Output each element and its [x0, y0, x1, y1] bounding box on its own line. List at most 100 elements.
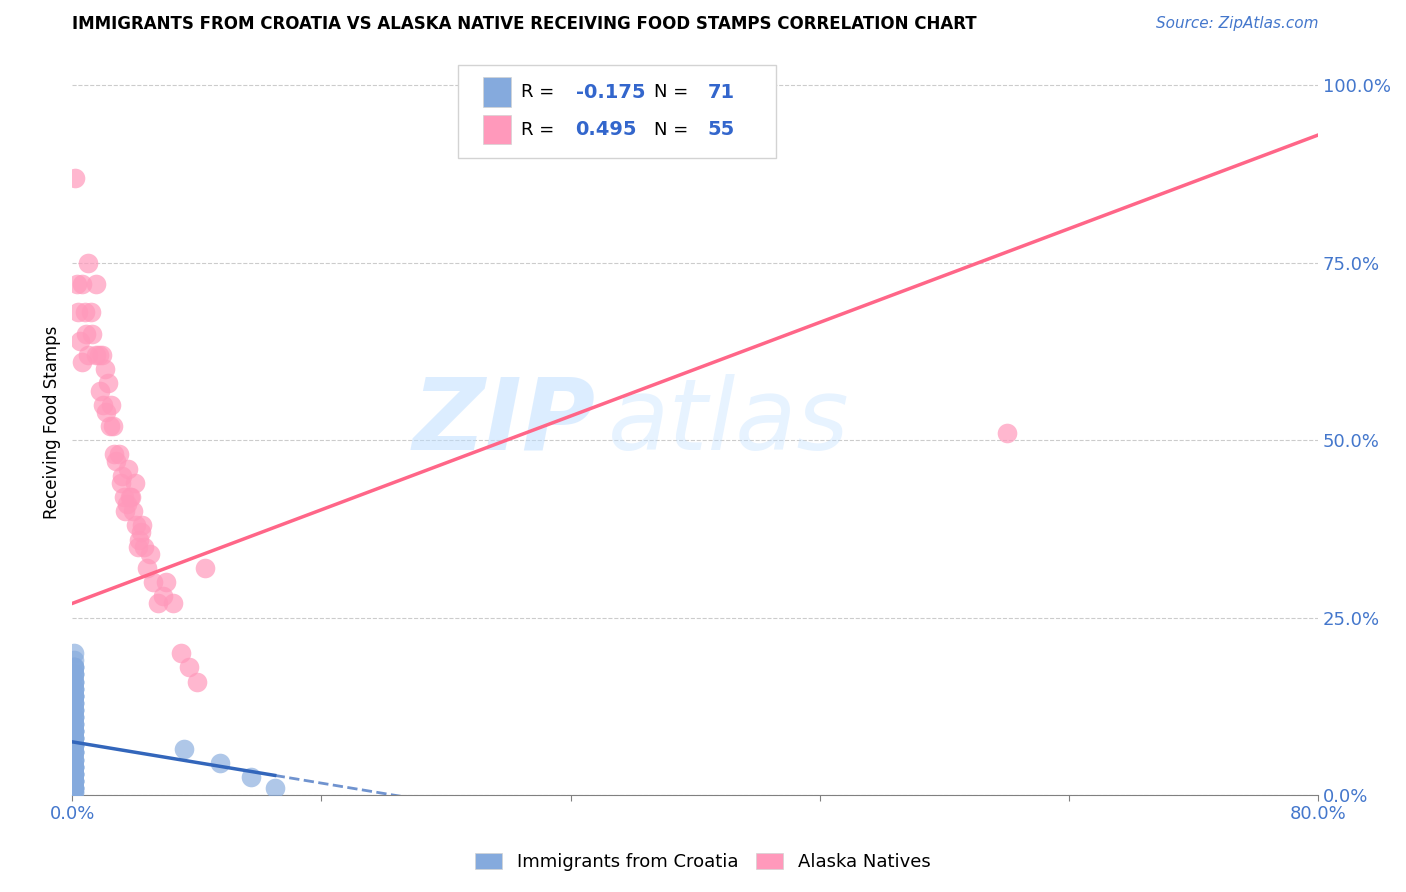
Point: [62, 717, 84, 731]
Point: [186, 674, 208, 689]
Point: [62, 739, 84, 753]
Point: [62, 780, 84, 795]
Point: [62, 703, 84, 717]
Text: Source: ZipAtlas.com: Source: ZipAtlas.com: [1156, 16, 1319, 31]
Text: N =: N =: [654, 83, 695, 102]
Point: [240, 770, 263, 784]
Point: [155, 575, 177, 590]
Point: [62, 731, 84, 746]
Point: [62, 681, 84, 696]
Point: [101, 419, 124, 434]
Point: [62, 739, 84, 753]
Point: [110, 475, 132, 490]
Point: [62, 696, 84, 710]
Point: [62, 660, 84, 674]
Point: [62, 731, 84, 746]
Point: [89, 384, 111, 398]
Point: [131, 518, 153, 533]
Point: [62, 739, 84, 753]
Point: [62, 766, 84, 780]
Point: [67, 305, 90, 319]
Text: R =: R =: [520, 120, 560, 138]
Y-axis label: Receiving Food Stamps: Receiving Food Stamps: [44, 326, 60, 519]
Point: [62, 759, 84, 773]
Point: [62, 667, 84, 681]
Point: [209, 756, 232, 771]
Point: [62, 681, 84, 696]
Point: [76, 256, 98, 270]
Point: [62, 773, 84, 788]
Point: [62, 667, 84, 681]
Point: [62, 780, 84, 795]
Point: [62, 689, 84, 703]
Text: ZIP: ZIP: [412, 374, 596, 471]
Point: [73, 305, 96, 319]
Point: [62, 710, 84, 724]
Point: [62, 780, 84, 795]
Point: [120, 490, 142, 504]
Text: 71: 71: [707, 83, 735, 102]
Point: [62, 784, 84, 798]
Point: [152, 590, 174, 604]
Point: [62, 689, 84, 703]
Point: [62, 653, 84, 667]
Point: [98, 419, 121, 434]
Point: [62, 773, 84, 788]
Point: [108, 447, 131, 461]
Point: [115, 497, 138, 511]
Point: [62, 773, 84, 788]
Point: [62, 674, 84, 689]
Point: [62, 731, 84, 746]
Point: [90, 348, 112, 362]
Point: [62, 766, 84, 780]
Point: [124, 475, 146, 490]
FancyBboxPatch shape: [484, 78, 510, 107]
Point: [170, 646, 193, 660]
Point: [62, 746, 84, 760]
FancyBboxPatch shape: [458, 65, 776, 158]
Text: N =: N =: [654, 120, 695, 138]
Point: [62, 667, 84, 681]
Point: [128, 533, 150, 547]
Point: [62, 703, 84, 717]
Text: -0.175: -0.175: [575, 83, 645, 102]
Point: [62, 780, 84, 795]
Point: [69, 334, 91, 348]
Point: [96, 405, 118, 419]
Point: [76, 348, 98, 362]
Point: [62, 660, 84, 674]
Point: [82, 326, 104, 341]
Point: [62, 717, 84, 731]
Point: [62, 674, 84, 689]
Point: [995, 426, 1018, 441]
Point: [62, 746, 84, 760]
Point: [62, 766, 84, 780]
Point: [66, 277, 89, 291]
Point: [62, 766, 84, 780]
Point: [62, 753, 84, 767]
Point: [62, 753, 84, 767]
Point: [65, 170, 87, 185]
Point: [62, 724, 84, 739]
Point: [62, 710, 84, 724]
Point: [62, 696, 84, 710]
Point: [111, 468, 134, 483]
Point: [70, 277, 93, 291]
Point: [62, 717, 84, 731]
Point: [70, 355, 93, 369]
Point: [146, 596, 169, 610]
Point: [62, 710, 84, 724]
Point: [62, 689, 84, 703]
Text: IMMIGRANTS FROM CROATIA VS ALASKA NATIVE RECEIVING FOOD STAMPS CORRELATION CHART: IMMIGRANTS FROM CROATIA VS ALASKA NATIVE…: [72, 15, 977, 33]
Point: [129, 525, 152, 540]
Point: [80, 305, 103, 319]
Point: [62, 689, 84, 703]
Point: [62, 759, 84, 773]
Point: [62, 753, 84, 767]
Point: [62, 746, 84, 760]
Text: atlas: atlas: [607, 374, 849, 471]
Point: [263, 780, 285, 795]
Point: [62, 746, 84, 760]
Point: [117, 461, 139, 475]
Point: [62, 731, 84, 746]
